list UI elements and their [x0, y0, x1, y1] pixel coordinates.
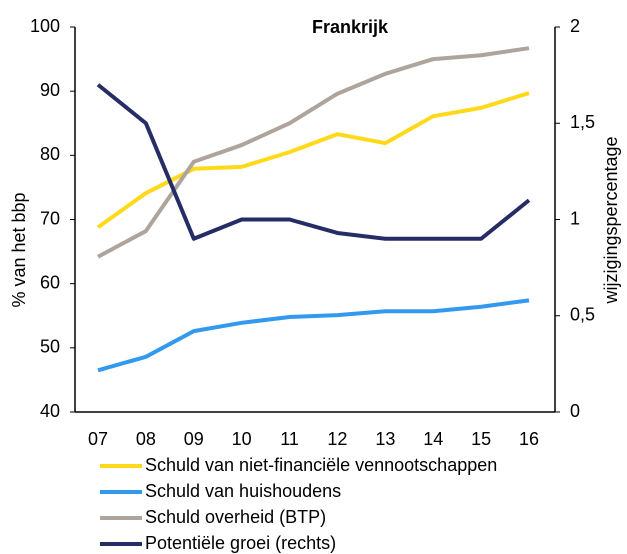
y2-tick-label: 2 [570, 16, 580, 36]
y-tick-label: 40 [40, 401, 60, 421]
x-tick-label: 09 [184, 429, 204, 449]
y2-axis-label: wijzigingspercentage [601, 136, 621, 304]
y-tick-label: 70 [40, 208, 60, 228]
y-tick-label: 80 [40, 144, 60, 164]
chart-title: Frankrijk [312, 17, 389, 37]
x-tick-label: 10 [232, 429, 252, 449]
x-tick-label: 11 [280, 429, 299, 449]
legend-label: Schuld van niet-financiële vennootschapp… [145, 455, 497, 475]
y-tick-label: 100 [30, 16, 60, 36]
legend-label: Schuld van huishoudens [145, 481, 341, 501]
y2-tick-label: 0,5 [570, 305, 595, 325]
x-tick-label: 13 [375, 429, 395, 449]
series-line [96, 83, 531, 241]
x-tick-label: 08 [136, 429, 156, 449]
y-axis-label: % van het bbp [9, 192, 29, 307]
y2-tick-label: 1,5 [570, 112, 595, 132]
x-tick-label: 12 [327, 429, 347, 449]
x-tick-label: 15 [471, 429, 491, 449]
y2-tick-label: 1 [570, 208, 580, 228]
y-tick-label: 90 [40, 80, 60, 100]
y-tick-label: 50 [40, 337, 60, 357]
series-line [97, 46, 530, 259]
y-tick-label: 60 [40, 272, 60, 292]
x-tick-label: 07 [88, 429, 108, 449]
legend-label: Potentiële groei (rechts) [145, 533, 336, 553]
x-tick-label: 16 [519, 429, 539, 449]
y2-tick-label: 0 [570, 401, 580, 421]
legend-label: Schuld overheid (BTP) [145, 507, 326, 527]
x-tick-label: 14 [423, 429, 443, 449]
series-line [97, 298, 530, 373]
